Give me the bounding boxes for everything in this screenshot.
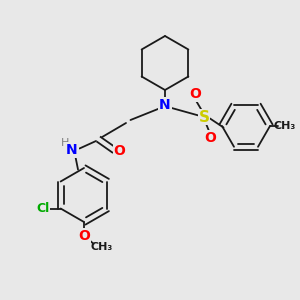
Text: N: N [159,98,171,112]
Text: N: N [66,143,78,157]
Text: Cl: Cl [36,202,49,215]
Text: CH₃: CH₃ [274,121,296,131]
Text: O: O [204,131,216,145]
Text: H: H [61,137,70,148]
Text: O: O [189,88,201,101]
Text: O: O [78,229,90,242]
Text: S: S [199,110,209,124]
Text: CH₃: CH₃ [91,242,113,253]
Text: O: O [113,144,125,158]
